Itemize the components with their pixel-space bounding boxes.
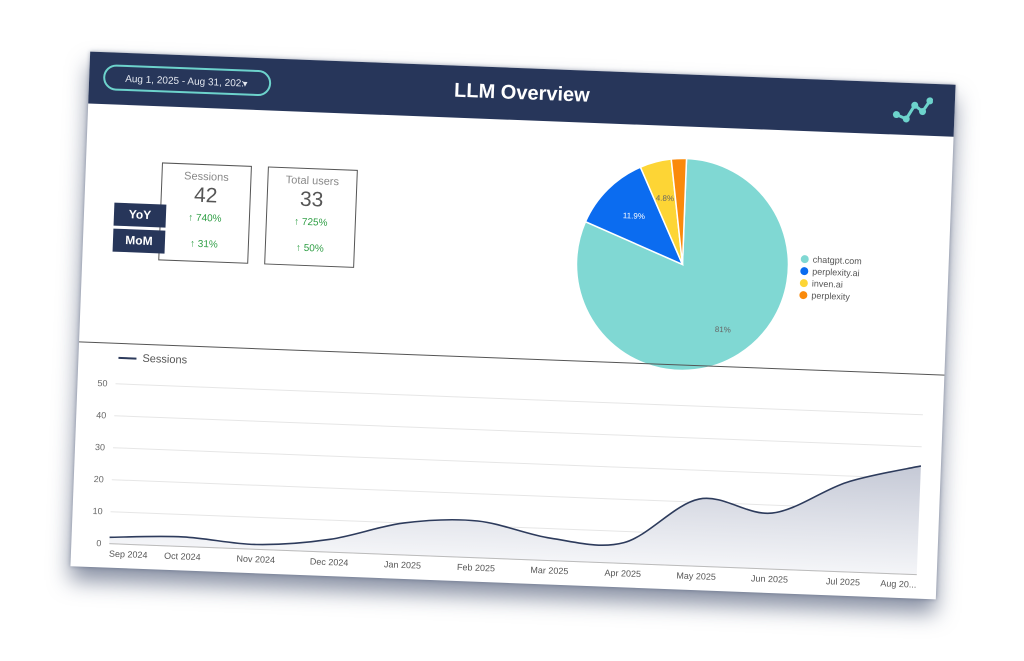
pie-chart: 81% 11.9% 4.8% <box>575 157 790 372</box>
pie-legend: chatgpt.com perplexity.ai inven.ai perplexi… <box>799 254 862 304</box>
legend-swatch <box>799 290 808 300</box>
up-arrow-icon: ↑ <box>189 238 196 250</box>
x-tick-label: Jun 2025 <box>751 573 788 584</box>
mom-value: 31% <box>197 238 218 251</box>
legend-label: perplexity <box>811 290 851 302</box>
gridline <box>114 415 922 448</box>
x-tick-label: May 2025 <box>676 570 716 582</box>
up-arrow-icon: ↑ <box>293 216 300 228</box>
x-tick-label: Aug 20... <box>880 578 916 589</box>
legend-swatch <box>800 255 809 264</box>
pie-slice-perplexity.ai <box>584 166 684 266</box>
legend-label: chatgpt.com <box>812 254 862 267</box>
mom-value: 50% <box>303 242 324 255</box>
y-tick-label: 20 <box>94 474 104 484</box>
up-arrow-icon: ↑ <box>187 212 194 224</box>
yoy-change: ↑ 740% <box>161 211 249 225</box>
legend-item: perplexity.ai <box>800 266 861 278</box>
yoy-value: 740% <box>195 212 222 225</box>
sessions-line <box>109 465 922 546</box>
gridline <box>111 479 920 512</box>
sessions-chart-section: Sessions 0 10 20 30 40 50 Sep 2024 Oct 2024 Nov … <box>70 341 945 601</box>
yoy-label: YoY <box>113 202 167 228</box>
pie-data-label: 81% <box>715 325 731 335</box>
total-users-scorecard: Total users 33 ↑ 725% ↑ 50% <box>264 166 358 268</box>
gridline <box>115 383 923 416</box>
sessions-area-chart: 0 10 20 30 40 50 Sep 2024 Oct 2024 Nov 2024 Dec 2… <box>92 378 923 590</box>
y-tick-label: 30 <box>95 442 105 452</box>
legend-label: inven.ai <box>811 278 844 290</box>
sessions-scorecard: Sessions 42 ↑ 740% ↑ 31% <box>158 162 252 264</box>
x-tick-label: Nov 2024 <box>236 554 275 565</box>
x-tick-label: Oct 2024 <box>164 551 201 562</box>
dashboard: Aug 1, 2025 - Aug 31, 202: ▼ LLM Overview… <box>70 51 956 601</box>
yoy-value: 725% <box>301 216 328 229</box>
up-arrow-icon: ↑ <box>295 242 302 254</box>
x-tick-label: Jan 2025 <box>384 559 421 570</box>
legend-item: chatgpt.com <box>800 254 862 267</box>
gridline <box>112 447 921 480</box>
kpi-value: 33 <box>299 187 324 212</box>
x-tick-label: Apr 2025 <box>604 568 641 579</box>
x-tick-label: Sep 2024 <box>109 549 148 560</box>
mom-label: MoM <box>112 228 166 254</box>
legend-item: perplexity <box>799 290 860 302</box>
x-axis <box>109 543 917 576</box>
mom-change: ↑ 31% <box>160 237 248 251</box>
kpi-value: 42 <box>193 183 218 208</box>
y-tick-label: 0 <box>96 538 101 548</box>
sessions-area <box>109 465 921 575</box>
y-tick-label: 50 <box>97 378 107 388</box>
legend-swatch <box>799 278 808 288</box>
mom-change: ↑ 50% <box>266 241 354 255</box>
x-tick-label: Mar 2025 <box>530 565 568 576</box>
trend-line-icon <box>892 97 934 123</box>
x-tick-label: Dec 2024 <box>310 556 349 567</box>
y-tick-label: 40 <box>96 410 106 420</box>
pie-slice-perplexity <box>670 157 688 265</box>
x-tick-label: Feb 2025 <box>457 562 495 573</box>
legend-swatch <box>800 266 809 276</box>
legend-label: perplexity.ai <box>812 266 860 279</box>
yoy-change: ↑ 725% <box>267 215 355 229</box>
y-tick-label: 10 <box>92 506 102 516</box>
legend-item: inven.ai <box>799 278 861 290</box>
header: Aug 1, 2025 - Aug 31, 202: ▼ LLM Overview <box>88 51 956 137</box>
pie-data-label: 4.8% <box>656 193 675 203</box>
pie-data-label: 11.9% <box>623 211 645 221</box>
x-tick-label: Jul 2025 <box>826 576 860 587</box>
